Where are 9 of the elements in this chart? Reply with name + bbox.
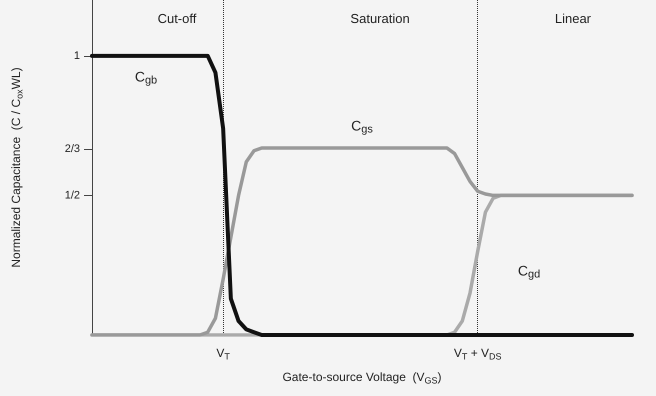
y-axis-title: Normalized Capacitance (C / CoxWL) bbox=[8, 67, 24, 268]
y-tick-label: 1 bbox=[74, 50, 80, 62]
y-tick-label: 2/3 bbox=[64, 142, 80, 155]
line-series bbox=[90, 146, 634, 337]
annotation: Cut-off bbox=[158, 11, 197, 26]
annotation: Saturation bbox=[350, 11, 410, 26]
line-series bbox=[90, 54, 634, 337]
y-tick-label: 1/2 bbox=[64, 189, 80, 202]
annotation: Linear bbox=[554, 11, 592, 26]
